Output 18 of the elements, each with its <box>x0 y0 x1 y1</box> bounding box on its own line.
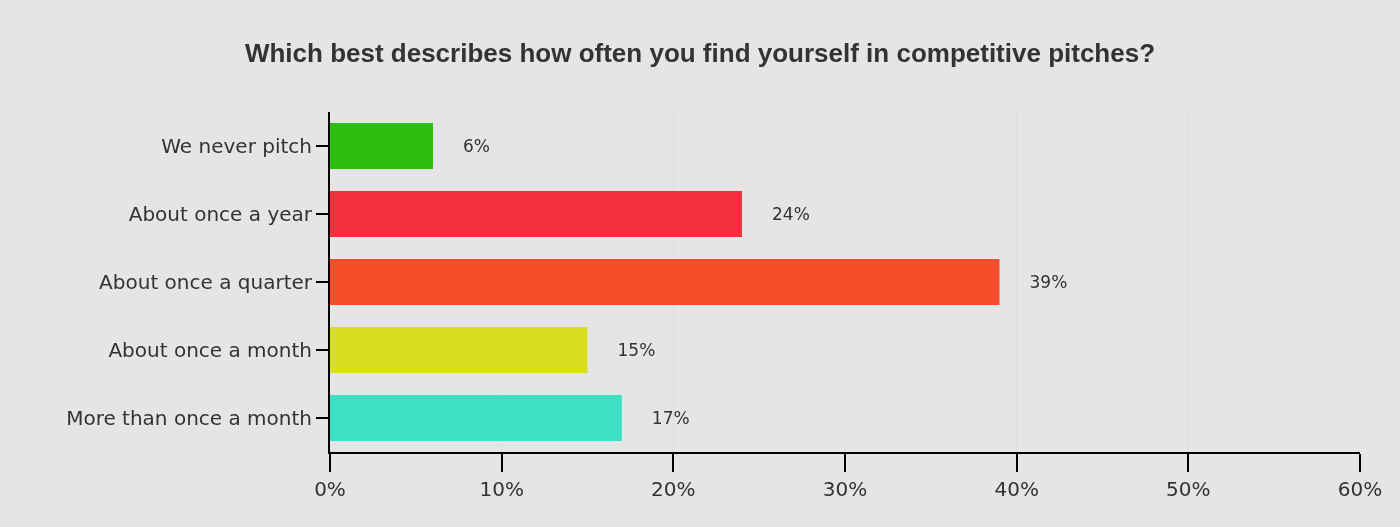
x-tick-label: 10% <box>479 477 524 501</box>
y-tick-label: About once a quarter <box>99 270 313 294</box>
y-tick-label: About once a month <box>108 338 312 362</box>
y-tick-label: About once a year <box>128 202 313 226</box>
x-tick-label: 20% <box>651 477 696 501</box>
x-tick-label: 60% <box>1337 477 1383 501</box>
x-tick-label: 50% <box>1166 477 1211 501</box>
x-tick-label: 30% <box>822 477 868 501</box>
data-label: 17% <box>624 408 690 428</box>
data-label: 15% <box>590 340 656 360</box>
y-tick-label: We never pitch <box>161 134 312 158</box>
data-label: 24% <box>745 204 810 224</box>
y-tick-label: More than once a month <box>66 406 312 430</box>
data-label: 39% <box>1002 272 1068 292</box>
x-tick-label: 40% <box>994 477 1039 501</box>
x-tick-label: 0% <box>314 477 346 501</box>
data-label: 6% <box>436 136 490 156</box>
chart-title: Which best describes how often you find yourself in competitive pitches? <box>244 37 1156 68</box>
